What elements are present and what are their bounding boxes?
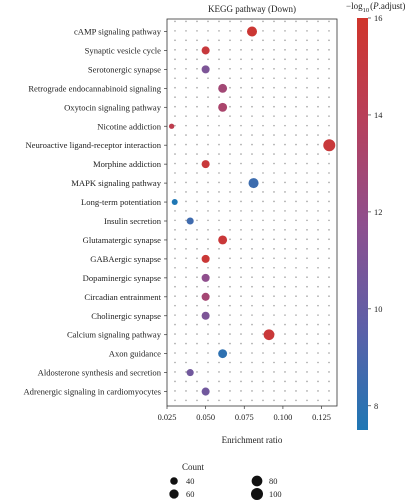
category-label: Long-term potentiation — [81, 197, 162, 207]
category-label: GABAergic synapse — [90, 254, 161, 264]
size-legend: 40 60 80 100 — [169, 475, 282, 500]
x-axis-label: Enrichment ratio — [222, 435, 283, 445]
colorbar-label: −log10(P.adjust) — [346, 1, 405, 14]
x-tick-label: 0.025 — [158, 413, 177, 422]
data-point — [248, 178, 259, 189]
data-point — [246, 26, 258, 37]
category-label: Calcium signaling pathway — [67, 330, 162, 340]
colorbar-tick-label: 16 — [374, 14, 382, 23]
size-legend-dot — [170, 477, 178, 485]
colorbar-tick-label: 14 — [374, 111, 383, 120]
category-label: Glutamatergic synapse — [83, 235, 162, 245]
data-point — [323, 139, 336, 152]
category-label: Circadian entrainment — [84, 292, 161, 302]
size-legend-dot — [251, 488, 263, 500]
data-point — [218, 83, 228, 93]
colorbar-ticks: 8 10 12 14 16 — [368, 14, 383, 411]
size-legend-title: Count — [182, 462, 205, 472]
data-point — [218, 235, 228, 245]
data-point — [201, 65, 210, 74]
category-label: Dopaminergic synapse — [83, 273, 162, 283]
size-legend-label: 100 — [269, 490, 282, 499]
colorbar — [357, 18, 368, 430]
colorbar-label-sub: 10 — [363, 7, 370, 14]
size-legend-label: 60 — [186, 490, 194, 499]
data-point — [201, 160, 210, 169]
category-label: MAPK signaling pathway — [71, 178, 161, 188]
category-label: Nicotine addiction — [97, 121, 161, 131]
size-legend-dot — [169, 489, 179, 499]
colorbar-label-rest: .adjust) — [379, 1, 406, 11]
x-tick-label: 0.125 — [312, 413, 331, 422]
category-label: Oxytocin signaling pathway — [64, 102, 162, 112]
size-legend-label: 80 — [269, 477, 277, 486]
y-axis-labels: cAMP signaling pathway Synaptic vesicle c… — [23, 27, 167, 397]
colorbar-tick-label: 12 — [374, 208, 382, 217]
category-label: Adrenergic signaling in cardiomyocytes — [23, 387, 161, 397]
category-label: Axon guidance — [109, 349, 161, 359]
data-point — [201, 254, 210, 263]
category-label: Synaptic vesicle cycle — [85, 45, 162, 55]
size-legend-dot — [251, 475, 263, 487]
chart-title: KEGG pathway (Down) — [208, 4, 296, 14]
category-label: Neuroactive ligand-receptor interaction — [25, 140, 161, 150]
data-points — [168, 26, 336, 396]
grid-layer — [174, 20, 330, 405]
category-label: Aldosterone synthesis and secretion — [38, 368, 162, 378]
data-point — [201, 311, 210, 320]
data-point — [201, 387, 210, 396]
x-tick-label: 0.075 — [235, 413, 254, 422]
category-label: Serotonergic synapse — [88, 64, 161, 74]
data-point — [168, 123, 175, 129]
colorbar-label-main: −log — [346, 1, 363, 11]
data-point — [186, 217, 194, 225]
colorbar-tick-label: 8 — [374, 402, 378, 411]
category-label: Cholinergic synapse — [91, 311, 161, 321]
data-point — [201, 46, 210, 55]
data-point — [171, 199, 178, 206]
data-point — [186, 369, 194, 377]
colorbar-label-open: ( — [370, 1, 373, 11]
category-label: Insulin secretion — [104, 216, 162, 226]
data-point — [263, 329, 275, 341]
x-tick-label: 0.050 — [196, 413, 215, 422]
plot-frame — [166, 18, 338, 407]
data-point — [218, 102, 228, 112]
data-point — [218, 349, 228, 359]
x-axis-ticks: 0.025 0.050 0.075 0.100 0.125 — [158, 406, 331, 422]
x-tick-label: 0.100 — [273, 413, 292, 422]
colorbar-label-italic: P — [372, 1, 379, 11]
data-point — [201, 292, 210, 301]
category-label: cAMP signaling pathway — [74, 27, 162, 37]
category-label: Morphine addiction — [93, 159, 162, 169]
data-point — [201, 273, 210, 282]
size-legend-label: 40 — [186, 477, 194, 486]
category-label: Retrograde endocannabinoid signaling — [28, 83, 161, 93]
colorbar-tick-label: 10 — [374, 305, 382, 314]
